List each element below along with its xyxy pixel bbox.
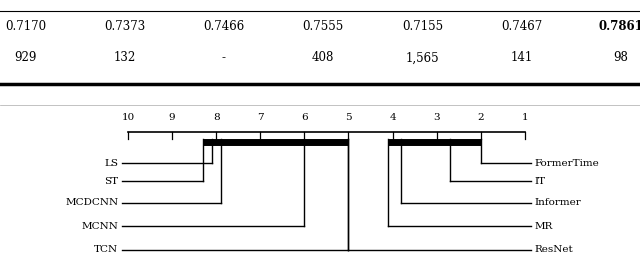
Text: 0.7373: 0.7373 <box>104 20 145 33</box>
Text: 1: 1 <box>522 113 528 122</box>
Text: 0.7155: 0.7155 <box>402 20 443 33</box>
Text: 0.7466: 0.7466 <box>204 20 244 33</box>
Text: IT: IT <box>534 177 545 186</box>
Text: 3: 3 <box>433 113 440 122</box>
Text: 4: 4 <box>389 113 396 122</box>
Text: TCN: TCN <box>94 245 118 254</box>
Text: 141: 141 <box>511 51 532 64</box>
Text: 0.7170: 0.7170 <box>5 20 46 33</box>
Text: ResNet: ResNet <box>534 245 573 254</box>
Text: 7: 7 <box>257 113 264 122</box>
Text: 1,565: 1,565 <box>406 51 439 64</box>
Text: Informer: Informer <box>534 198 581 207</box>
Text: FormerTime: FormerTime <box>534 159 599 168</box>
Text: 0.7861: 0.7861 <box>598 20 640 33</box>
Text: MCNN: MCNN <box>81 222 118 231</box>
Text: LS: LS <box>104 159 118 168</box>
Text: 0.7555: 0.7555 <box>303 20 344 33</box>
Text: 10: 10 <box>122 113 134 122</box>
Text: 5: 5 <box>345 113 352 122</box>
Text: 6: 6 <box>301 113 308 122</box>
Text: 408: 408 <box>312 51 334 64</box>
Text: MCDCNN: MCDCNN <box>65 198 118 207</box>
Text: 98: 98 <box>613 51 628 64</box>
Text: 2: 2 <box>477 113 484 122</box>
Text: 9: 9 <box>169 113 175 122</box>
Text: 132: 132 <box>114 51 136 64</box>
Text: -: - <box>222 51 226 64</box>
Text: 8: 8 <box>213 113 220 122</box>
Text: 0.7467: 0.7467 <box>501 20 542 33</box>
Text: MR: MR <box>534 222 553 231</box>
Text: 929: 929 <box>15 51 36 64</box>
Text: ST: ST <box>104 177 118 186</box>
